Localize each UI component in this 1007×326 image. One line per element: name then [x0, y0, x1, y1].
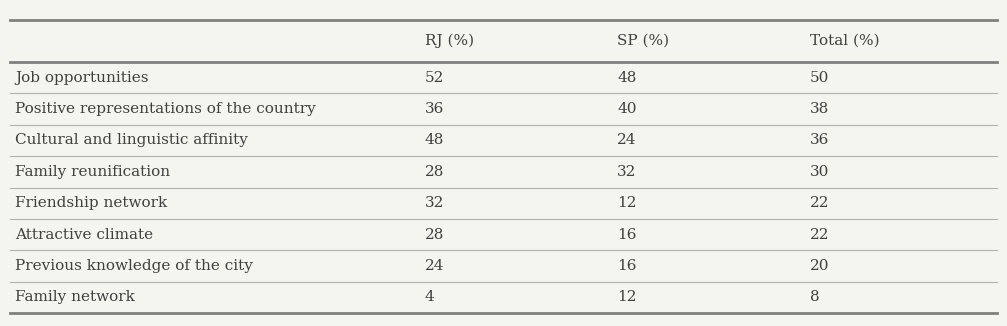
Text: 12: 12 [617, 290, 636, 304]
Text: 22: 22 [810, 228, 829, 242]
Text: 16: 16 [617, 228, 636, 242]
Text: Friendship network: Friendship network [15, 196, 167, 210]
Text: Total (%): Total (%) [810, 34, 879, 48]
Text: 48: 48 [617, 71, 636, 85]
Text: RJ (%): RJ (%) [425, 34, 473, 48]
Text: 4: 4 [425, 290, 434, 304]
Text: Family network: Family network [15, 290, 135, 304]
Text: 20: 20 [810, 259, 829, 273]
Text: Job opportunities: Job opportunities [15, 71, 149, 85]
Text: Attractive climate: Attractive climate [15, 228, 153, 242]
Text: Previous knowledge of the city: Previous knowledge of the city [15, 259, 253, 273]
Text: 8: 8 [810, 290, 819, 304]
Text: Cultural and linguistic affinity: Cultural and linguistic affinity [15, 133, 248, 147]
Text: 36: 36 [425, 102, 444, 116]
Text: Family reunification: Family reunification [15, 165, 170, 179]
Text: 52: 52 [425, 71, 444, 85]
Text: 38: 38 [810, 102, 829, 116]
Text: 24: 24 [425, 259, 444, 273]
Text: 36: 36 [810, 133, 829, 147]
Text: 48: 48 [425, 133, 444, 147]
Text: 50: 50 [810, 71, 829, 85]
Text: 32: 32 [425, 196, 444, 210]
Text: SP (%): SP (%) [617, 34, 670, 48]
Text: 28: 28 [425, 228, 444, 242]
Text: 24: 24 [617, 133, 636, 147]
Text: 30: 30 [810, 165, 829, 179]
Text: 16: 16 [617, 259, 636, 273]
Text: Positive representations of the country: Positive representations of the country [15, 102, 316, 116]
Text: 40: 40 [617, 102, 636, 116]
Text: 22: 22 [810, 196, 829, 210]
Text: 28: 28 [425, 165, 444, 179]
Text: 32: 32 [617, 165, 636, 179]
Text: 12: 12 [617, 196, 636, 210]
